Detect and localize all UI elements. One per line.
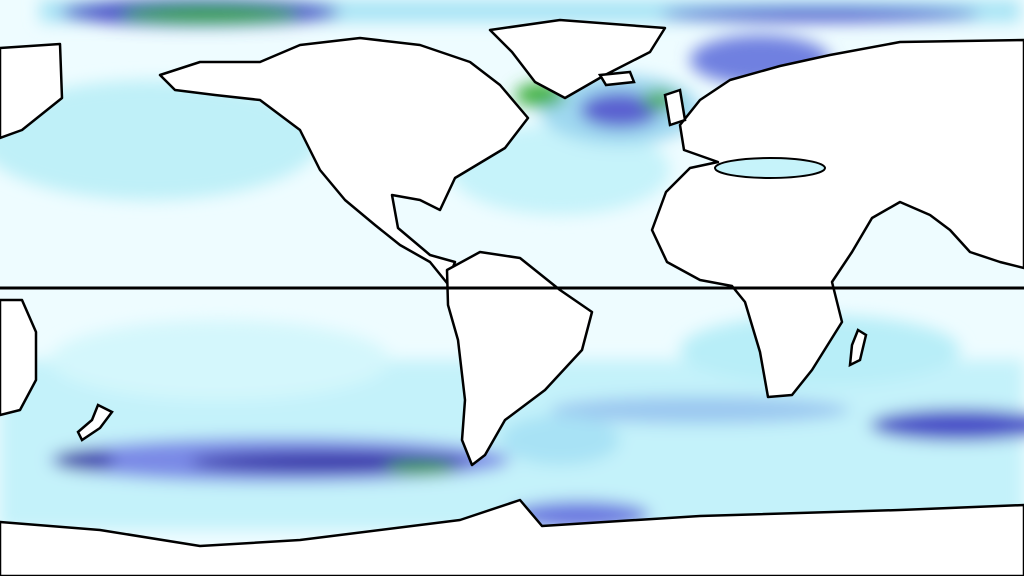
siberia-west	[0, 42, 64, 140]
madagascar	[848, 328, 868, 368]
eurasia-africa	[650, 38, 1024, 399]
mediterranean	[714, 157, 826, 179]
new-zealand	[76, 403, 114, 442]
field-patch	[120, 5, 300, 23]
north-america	[158, 36, 530, 285]
field-patch	[500, 415, 620, 465]
australia	[0, 298, 38, 417]
field-patch	[870, 409, 1024, 441]
field-patch	[660, 6, 980, 22]
antarctica	[0, 498, 1024, 576]
field-patch	[385, 461, 455, 475]
field-patch	[55, 450, 115, 470]
iceland	[597, 70, 636, 87]
field-patch	[550, 396, 850, 424]
field-patch	[580, 92, 660, 128]
field-patch	[50, 320, 390, 400]
field-patch	[0, 80, 320, 200]
south-america	[445, 250, 594, 467]
british-isles	[663, 88, 687, 127]
